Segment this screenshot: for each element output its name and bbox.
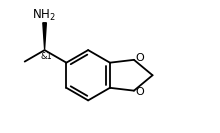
Polygon shape [43, 23, 46, 49]
Text: O: O [136, 53, 145, 63]
Text: NH$_2$: NH$_2$ [32, 8, 55, 23]
Text: O: O [136, 87, 145, 97]
Text: &1: &1 [41, 52, 53, 61]
